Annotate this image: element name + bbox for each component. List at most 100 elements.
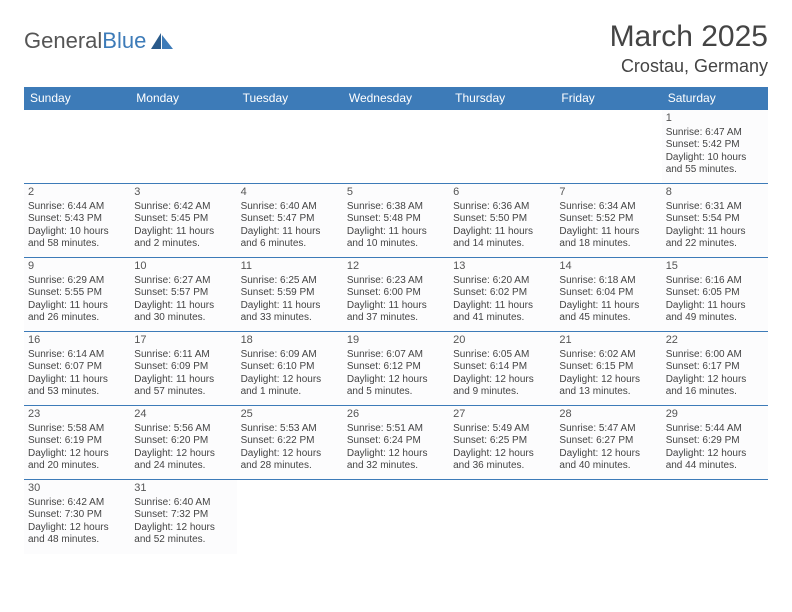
weekday-header: Wednesday xyxy=(343,87,449,110)
day-number: 23 xyxy=(28,408,126,422)
day-number: 19 xyxy=(347,334,445,348)
day-info: Sunrise: 6:42 AMSunset: 5:45 PMDaylight:… xyxy=(134,201,232,251)
calendar-day-cell xyxy=(130,110,236,184)
calendar-day-cell: 25Sunrise: 5:53 AMSunset: 6:22 PMDayligh… xyxy=(237,406,343,480)
calendar-week-row: 23Sunrise: 5:58 AMSunset: 6:19 PMDayligh… xyxy=(24,406,768,480)
month-title: March 2025 xyxy=(610,20,768,54)
calendar-day-cell xyxy=(555,480,661,554)
day-number: 5 xyxy=(347,186,445,200)
day-number: 16 xyxy=(28,334,126,348)
calendar-day-cell xyxy=(449,480,555,554)
day-info: Sunrise: 5:51 AMSunset: 6:24 PMDaylight:… xyxy=(347,423,445,473)
day-number: 13 xyxy=(453,260,551,274)
calendar-day-cell xyxy=(555,110,661,184)
calendar-day-cell: 29Sunrise: 5:44 AMSunset: 6:29 PMDayligh… xyxy=(662,406,768,480)
day-number: 4 xyxy=(241,186,339,200)
calendar-day-cell: 5Sunrise: 6:38 AMSunset: 5:48 PMDaylight… xyxy=(343,184,449,258)
day-number: 22 xyxy=(666,334,764,348)
day-info: Sunrise: 6:11 AMSunset: 6:09 PMDaylight:… xyxy=(134,349,232,399)
day-info: Sunrise: 5:56 AMSunset: 6:20 PMDaylight:… xyxy=(134,423,232,473)
day-info: Sunrise: 6:09 AMSunset: 6:10 PMDaylight:… xyxy=(241,349,339,399)
day-number: 9 xyxy=(28,260,126,274)
calendar-day-cell: 23Sunrise: 5:58 AMSunset: 6:19 PMDayligh… xyxy=(24,406,130,480)
day-number: 12 xyxy=(347,260,445,274)
day-info: Sunrise: 6:40 AMSunset: 5:47 PMDaylight:… xyxy=(241,201,339,251)
day-info: Sunrise: 5:47 AMSunset: 6:27 PMDaylight:… xyxy=(559,423,657,473)
calendar-day-cell: 17Sunrise: 6:11 AMSunset: 6:09 PMDayligh… xyxy=(130,332,236,406)
day-info: Sunrise: 6:16 AMSunset: 6:05 PMDaylight:… xyxy=(666,275,764,325)
calendar-day-cell: 27Sunrise: 5:49 AMSunset: 6:25 PMDayligh… xyxy=(449,406,555,480)
calendar-day-cell: 24Sunrise: 5:56 AMSunset: 6:20 PMDayligh… xyxy=(130,406,236,480)
day-number: 8 xyxy=(666,186,764,200)
calendar-day-cell: 9Sunrise: 6:29 AMSunset: 5:55 PMDaylight… xyxy=(24,258,130,332)
calendar-day-cell: 14Sunrise: 6:18 AMSunset: 6:04 PMDayligh… xyxy=(555,258,661,332)
weekday-header: Tuesday xyxy=(237,87,343,110)
calendar-day-cell xyxy=(343,110,449,184)
day-info: Sunrise: 6:31 AMSunset: 5:54 PMDaylight:… xyxy=(666,201,764,251)
calendar-day-cell: 22Sunrise: 6:00 AMSunset: 6:17 PMDayligh… xyxy=(662,332,768,406)
day-number: 26 xyxy=(347,408,445,422)
day-number: 15 xyxy=(666,260,764,274)
calendar-week-row: 30Sunrise: 6:42 AMSunset: 7:30 PMDayligh… xyxy=(24,480,768,554)
calendar-day-cell: 15Sunrise: 6:16 AMSunset: 6:05 PMDayligh… xyxy=(662,258,768,332)
logo-sail-icon xyxy=(149,31,175,51)
calendar-day-cell: 26Sunrise: 5:51 AMSunset: 6:24 PMDayligh… xyxy=(343,406,449,480)
day-info: Sunrise: 6:07 AMSunset: 6:12 PMDaylight:… xyxy=(347,349,445,399)
day-info: Sunrise: 6:25 AMSunset: 5:59 PMDaylight:… xyxy=(241,275,339,325)
calendar-day-cell: 11Sunrise: 6:25 AMSunset: 5:59 PMDayligh… xyxy=(237,258,343,332)
day-number: 1 xyxy=(666,112,764,126)
day-number: 2 xyxy=(28,186,126,200)
day-number: 28 xyxy=(559,408,657,422)
weekday-header: Saturday xyxy=(662,87,768,110)
day-info: Sunrise: 5:44 AMSunset: 6:29 PMDaylight:… xyxy=(666,423,764,473)
calendar-day-cell: 10Sunrise: 6:27 AMSunset: 5:57 PMDayligh… xyxy=(130,258,236,332)
day-number: 31 xyxy=(134,482,232,496)
calendar-week-row: 2Sunrise: 6:44 AMSunset: 5:43 PMDaylight… xyxy=(24,184,768,258)
calendar-table: SundayMondayTuesdayWednesdayThursdayFrid… xyxy=(24,87,768,554)
calendar-day-cell: 2Sunrise: 6:44 AMSunset: 5:43 PMDaylight… xyxy=(24,184,130,258)
calendar-week-row: 16Sunrise: 6:14 AMSunset: 6:07 PMDayligh… xyxy=(24,332,768,406)
day-number: 27 xyxy=(453,408,551,422)
weekday-header: Monday xyxy=(130,87,236,110)
calendar-day-cell: 18Sunrise: 6:09 AMSunset: 6:10 PMDayligh… xyxy=(237,332,343,406)
calendar-day-cell: 4Sunrise: 6:40 AMSunset: 5:47 PMDaylight… xyxy=(237,184,343,258)
day-info: Sunrise: 6:36 AMSunset: 5:50 PMDaylight:… xyxy=(453,201,551,251)
calendar-day-cell: 7Sunrise: 6:34 AMSunset: 5:52 PMDaylight… xyxy=(555,184,661,258)
day-number: 29 xyxy=(666,408,764,422)
day-info: Sunrise: 5:49 AMSunset: 6:25 PMDaylight:… xyxy=(453,423,551,473)
day-info: Sunrise: 6:42 AMSunset: 7:30 PMDaylight:… xyxy=(28,497,126,547)
calendar-day-cell: 20Sunrise: 6:05 AMSunset: 6:14 PMDayligh… xyxy=(449,332,555,406)
calendar-day-cell: 3Sunrise: 6:42 AMSunset: 5:45 PMDaylight… xyxy=(130,184,236,258)
day-number: 6 xyxy=(453,186,551,200)
day-info: Sunrise: 6:27 AMSunset: 5:57 PMDaylight:… xyxy=(134,275,232,325)
calendar-day-cell: 13Sunrise: 6:20 AMSunset: 6:02 PMDayligh… xyxy=(449,258,555,332)
weekday-header: Friday xyxy=(555,87,661,110)
day-info: Sunrise: 6:29 AMSunset: 5:55 PMDaylight:… xyxy=(28,275,126,325)
day-number: 20 xyxy=(453,334,551,348)
logo-text-1: General xyxy=(24,28,102,54)
calendar-day-cell: 12Sunrise: 6:23 AMSunset: 6:00 PMDayligh… xyxy=(343,258,449,332)
day-number: 7 xyxy=(559,186,657,200)
day-number: 11 xyxy=(241,260,339,274)
day-info: Sunrise: 6:20 AMSunset: 6:02 PMDaylight:… xyxy=(453,275,551,325)
calendar-week-row: 1Sunrise: 6:47 AMSunset: 5:42 PMDaylight… xyxy=(24,110,768,184)
location: Crostau, Germany xyxy=(610,56,768,77)
day-info: Sunrise: 6:38 AMSunset: 5:48 PMDaylight:… xyxy=(347,201,445,251)
title-block: March 2025 Crostau, Germany xyxy=(610,20,768,77)
day-info: Sunrise: 5:53 AMSunset: 6:22 PMDaylight:… xyxy=(241,423,339,473)
day-info: Sunrise: 6:00 AMSunset: 6:17 PMDaylight:… xyxy=(666,349,764,399)
calendar-day-cell: 8Sunrise: 6:31 AMSunset: 5:54 PMDaylight… xyxy=(662,184,768,258)
day-info: Sunrise: 5:58 AMSunset: 6:19 PMDaylight:… xyxy=(28,423,126,473)
day-info: Sunrise: 6:14 AMSunset: 6:07 PMDaylight:… xyxy=(28,349,126,399)
day-number: 3 xyxy=(134,186,232,200)
calendar-day-cell: 21Sunrise: 6:02 AMSunset: 6:15 PMDayligh… xyxy=(555,332,661,406)
calendar-body: 1Sunrise: 6:47 AMSunset: 5:42 PMDaylight… xyxy=(24,110,768,554)
calendar-header-row: SundayMondayTuesdayWednesdayThursdayFrid… xyxy=(24,87,768,110)
day-info: Sunrise: 6:44 AMSunset: 5:43 PMDaylight:… xyxy=(28,201,126,251)
calendar-day-cell xyxy=(237,480,343,554)
calendar-day-cell: 28Sunrise: 5:47 AMSunset: 6:27 PMDayligh… xyxy=(555,406,661,480)
calendar-day-cell xyxy=(237,110,343,184)
header: GeneralBlue March 2025 Crostau, Germany xyxy=(24,20,768,77)
calendar-day-cell: 19Sunrise: 6:07 AMSunset: 6:12 PMDayligh… xyxy=(343,332,449,406)
day-info: Sunrise: 6:40 AMSunset: 7:32 PMDaylight:… xyxy=(134,497,232,547)
